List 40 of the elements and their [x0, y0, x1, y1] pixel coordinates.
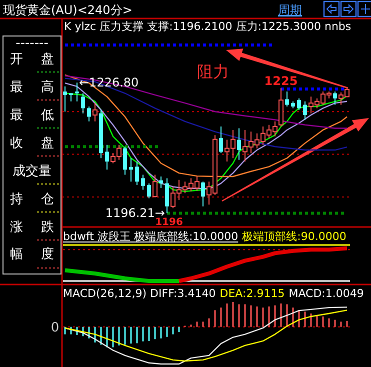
- text: 最 高: [10, 79, 54, 95]
- text: 开 盘: [10, 52, 54, 67]
- text: 幅 度: [10, 246, 54, 262]
- chart-title: bdwft 波段王 极端底部线:10.0000: [63, 230, 238, 243]
- candlestick: [105, 144, 109, 170]
- candlestick: [237, 128, 241, 160]
- candlestick: [219, 126, 223, 154]
- candlestick: [87, 106, 91, 122]
- text: MACD:1.0049: [288, 287, 364, 300]
- text: 最 低: [10, 108, 54, 123]
- candlestick: [285, 91, 289, 107]
- candlestick: [201, 181, 205, 207]
- candlestick: [159, 176, 163, 189]
- text: 涨 跌: [10, 220, 54, 235]
- candlestick: [303, 100, 307, 120]
- candlestick: [333, 91, 337, 106]
- chart-subtitle: 极端顶部线:90.0000: [241, 230, 346, 243]
- candlestick: [152, 174, 158, 198]
- candlestick: [141, 174, 145, 190]
- candlestick: [135, 161, 139, 186]
- annotation: 1225: [264, 74, 298, 88]
- candlestick: [63, 86, 67, 112]
- chart-title: MACD(26,12,9) DIFF:3.4140: [63, 287, 216, 300]
- candlestick: [123, 146, 127, 176]
- annotation: 阻力: [197, 62, 229, 81]
- candlestick: [297, 98, 301, 110]
- chart-title: K ylzc 压力支撑 支撑:1196.2100 压力:1225.3000 nnbs: [64, 20, 352, 33]
- candlestick: [165, 178, 169, 214]
- chart-subtitle: DEA:2.9115: [220, 287, 285, 300]
- text: 成交量: [12, 163, 52, 179]
- candlestick: [75, 82, 79, 102]
- candlestick: [129, 158, 133, 182]
- text: -------: [16, 36, 49, 51]
- text: 现货黄金(AU)<240分>: [3, 3, 132, 17]
- text: 持 仓: [10, 192, 54, 207]
- text: 0: [50, 320, 60, 336]
- candlestick: [147, 182, 151, 199]
- candlestick: [92, 102, 98, 122]
- text: 收 盘: [10, 136, 54, 151]
- candlestick: [81, 92, 85, 114]
